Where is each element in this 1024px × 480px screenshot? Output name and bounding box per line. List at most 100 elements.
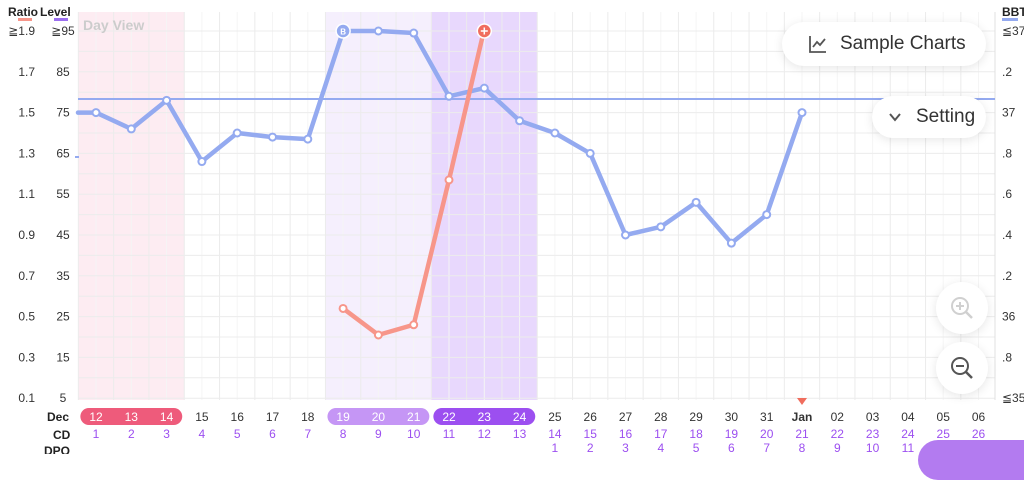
bbt-axis-tick: ≦37. xyxy=(1002,24,1024,38)
level-data-point xyxy=(656,222,666,232)
ratio-data-point xyxy=(373,330,383,340)
level-data-point xyxy=(515,116,525,126)
line-chart-icon xyxy=(809,36,826,53)
sample-charts-button[interactable]: Sample Charts xyxy=(782,22,986,66)
cycle-day-label: 10 xyxy=(407,427,421,441)
level-axis-tick: 25 xyxy=(56,310,70,324)
cycle-day-label: 11 xyxy=(443,427,456,441)
setting-label: Setting xyxy=(916,106,976,127)
zoom-out-icon xyxy=(951,357,973,379)
date-label: 23 xyxy=(478,410,492,424)
fertility-chart: B ≧1.91.71.51.31.10.90.70.50.30.1≧958575… xyxy=(8,5,1024,454)
level-axis-tick: 15 xyxy=(56,350,70,364)
dpo-label: 11 xyxy=(902,441,915,454)
dpo-label: 4 xyxy=(657,441,664,454)
setting-button[interactable]: Setting xyxy=(872,96,986,138)
date-label: 04 xyxy=(901,410,915,424)
dpo-label: 9 xyxy=(834,441,841,454)
ratio-axis-tick: 0.3 xyxy=(18,350,35,364)
date-label: 15 xyxy=(195,410,209,424)
date-label: 26 xyxy=(584,410,598,424)
level-data-point xyxy=(126,124,136,134)
ratio-data-point xyxy=(409,320,419,330)
level-axis-tick: ≧95 xyxy=(51,24,75,38)
level-data-point xyxy=(585,148,595,158)
ratio-axis-tick: 1.3 xyxy=(18,146,35,160)
dpo-label: 3 xyxy=(622,441,629,454)
date-label: 22 xyxy=(442,410,456,424)
chevron-down-icon xyxy=(889,113,901,122)
bbt-axis-tick: ≦35. xyxy=(1002,391,1024,405)
cd-label: CD xyxy=(53,428,71,442)
ovulation-pill xyxy=(433,408,536,425)
period-pill xyxy=(80,408,183,425)
cycle-day-label: 24 xyxy=(901,427,915,441)
dpo-label: 6 xyxy=(728,441,735,454)
cycle-day-label: 3 xyxy=(163,427,170,441)
cycle-day-label: 8 xyxy=(340,427,347,441)
level-peak-marker: B xyxy=(340,28,346,37)
level-axis-tick: 85 xyxy=(56,65,70,79)
level-data-point xyxy=(197,157,207,167)
cycle-day-label: 17 xyxy=(654,427,668,441)
date-label: Jan xyxy=(792,410,813,424)
level-axis-tick: 65 xyxy=(56,146,70,160)
bbt-axis-tick: .8 xyxy=(1002,350,1012,364)
date-label: 02 xyxy=(831,410,845,424)
cycle-day-label: 15 xyxy=(584,427,598,441)
date-label: 30 xyxy=(725,410,739,424)
date-label: 05 xyxy=(937,410,951,424)
month-label: Dec xyxy=(47,410,69,424)
level-data-point xyxy=(91,108,101,118)
fertile-pill xyxy=(327,408,430,425)
zoom-in-button[interactable] xyxy=(936,282,988,334)
level-axis-tick: 5 xyxy=(60,391,67,405)
date-label: 21 xyxy=(407,410,421,424)
dpo-label: 5 xyxy=(693,441,700,454)
date-label: 20 xyxy=(372,410,386,424)
bbt-axis-tick: .2 xyxy=(1002,269,1012,283)
level-data-point xyxy=(409,28,419,38)
level-data-point xyxy=(162,95,172,105)
zoom-out-button[interactable] xyxy=(936,342,988,394)
cycle-day-label: 2 xyxy=(128,427,135,441)
cycle-day-label: 14 xyxy=(548,427,562,441)
date-label: 14 xyxy=(160,410,174,424)
level-data-point xyxy=(691,197,701,207)
ratio-data-point xyxy=(444,175,454,185)
ratio-axis-tick: 1.7 xyxy=(18,65,35,79)
bbt-axis-tick: .2 xyxy=(1002,65,1012,79)
level-data-point xyxy=(232,128,242,138)
date-label: 31 xyxy=(760,410,774,424)
dpo-label: 7 xyxy=(763,441,770,454)
date-label: 28 xyxy=(654,410,668,424)
level-series-line xyxy=(75,28,805,246)
bbt-axis-tick: 36 xyxy=(1002,310,1016,324)
cycle-day-label: 6 xyxy=(269,427,276,441)
legend-bbt-swatch xyxy=(1002,18,1018,21)
level-axis-tick: 55 xyxy=(56,187,70,201)
cycle-day-label: 25 xyxy=(937,427,951,441)
date-label: 12 xyxy=(89,410,103,424)
cycle-day-label: 20 xyxy=(760,427,774,441)
legend-bbt: BBT xyxy=(1002,5,1024,19)
date-label: 19 xyxy=(336,410,350,424)
cycle-day-label: 26 xyxy=(972,427,986,441)
cycle-day-label: 1 xyxy=(93,427,100,441)
cycle-day-label: 21 xyxy=(795,427,809,441)
cycle-day-label: 23 xyxy=(866,427,880,441)
date-label: 18 xyxy=(301,410,315,424)
cycle-day-label: 18 xyxy=(689,427,703,441)
dpo-label: 1 xyxy=(552,441,559,454)
level-data-point xyxy=(797,108,807,118)
cycle-day-label: 16 xyxy=(619,427,633,441)
date-label: 27 xyxy=(619,410,633,424)
level-data-point xyxy=(762,210,772,220)
cycle-day-label: 22 xyxy=(831,427,845,441)
date-label: 13 xyxy=(125,410,139,424)
floating-action-button[interactable] xyxy=(918,440,1024,480)
zoom-in-icon xyxy=(951,297,973,319)
ratio-axis-tick: 0.5 xyxy=(18,310,35,324)
dpo-label: 2 xyxy=(587,441,594,454)
dpo-label: DPO xyxy=(44,444,70,454)
